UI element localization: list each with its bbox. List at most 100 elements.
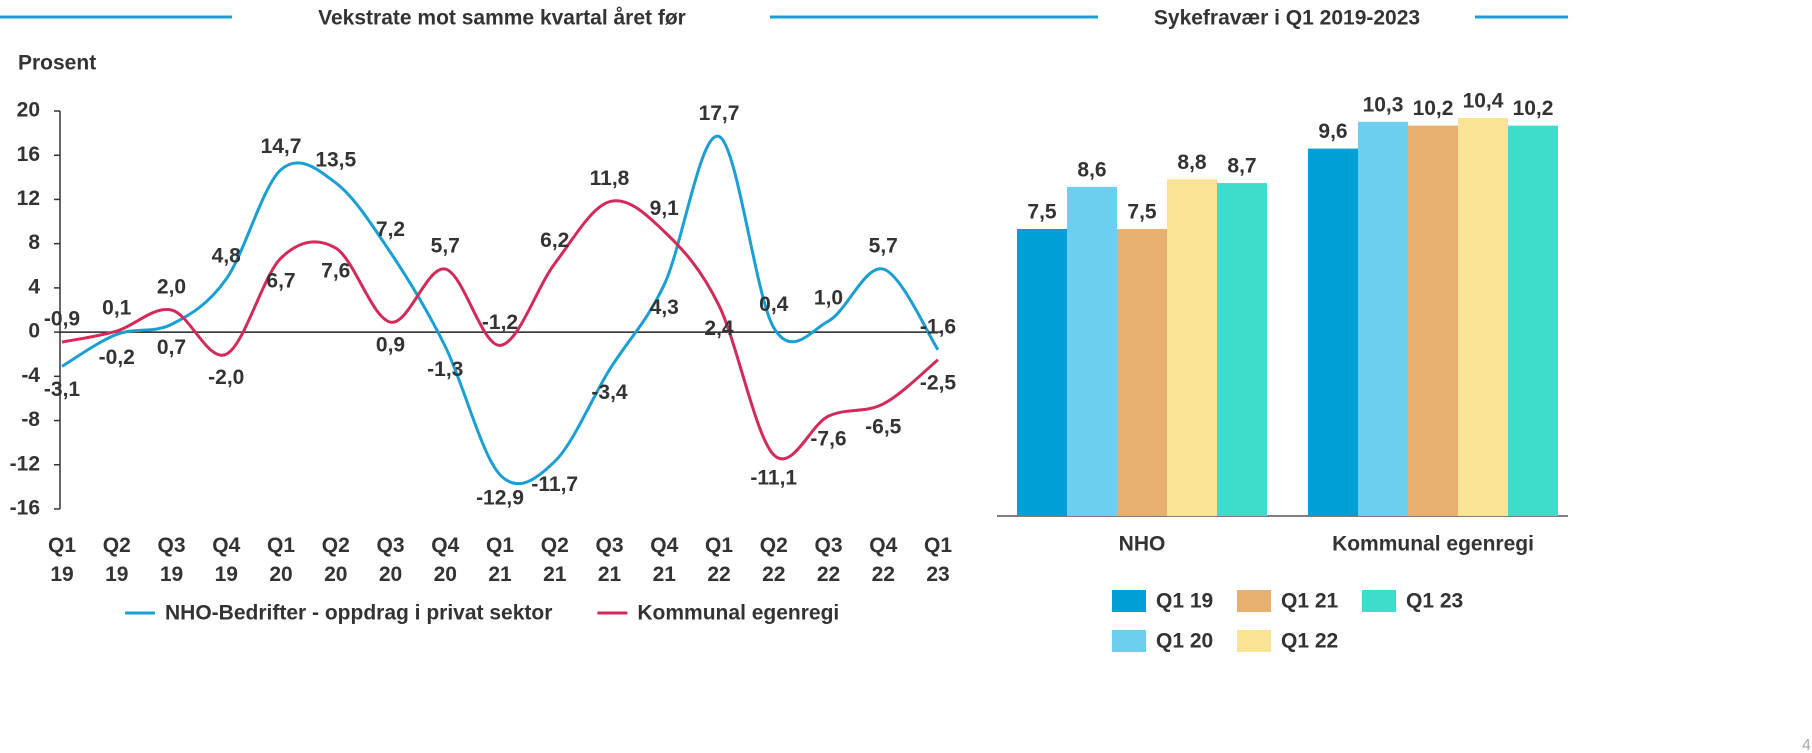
data-label: -0,2 <box>99 346 135 369</box>
series-line <box>61 199 939 461</box>
data-label: -3,1 <box>44 378 81 401</box>
data-label: 10,2 <box>1413 97 1454 120</box>
data-label: -6,5 <box>865 416 902 439</box>
data-label: 5,7 <box>431 235 460 258</box>
y-tick-label: 12 <box>17 187 40 210</box>
x-tick-label: Q1 21 <box>485 534 514 586</box>
legend-swatch <box>1237 590 1271 612</box>
legend-label: Kommunal egenregi <box>637 602 839 625</box>
data-label: 2,0 <box>157 276 186 299</box>
y-tick-label: 20 <box>17 99 40 122</box>
data-label: 10,3 <box>1363 93 1404 116</box>
y-tick-label: 8 <box>28 231 40 254</box>
y-tick-label: -4 <box>21 364 40 387</box>
legend-label: Q1 23 <box>1406 590 1463 613</box>
legend-label: Q1 19 <box>1156 590 1213 613</box>
data-label: 1,0 <box>814 287 843 310</box>
data-label: -2,5 <box>920 371 957 394</box>
y-tick-label: -12 <box>10 452 40 475</box>
data-label: 5,7 <box>869 235 898 258</box>
x-tick-label: NHO <box>1119 533 1166 556</box>
data-label: 13,5 <box>315 148 356 171</box>
x-tick-label: Q3 22 <box>814 534 843 586</box>
x-tick-label: Q2 19 <box>102 534 131 586</box>
x-tick-label: Q1 23 <box>923 534 952 586</box>
bar <box>1217 183 1267 517</box>
data-label: 0,7 <box>157 336 186 359</box>
y-tick-label: -8 <box>21 408 40 431</box>
legend-swatch <box>1237 630 1271 652</box>
data-label: 17,7 <box>699 102 740 125</box>
legend-swatch <box>1112 630 1146 652</box>
data-label: -7,6 <box>810 428 846 451</box>
data-label: 6,7 <box>266 270 295 293</box>
series-line <box>61 134 940 486</box>
x-tick-label: Q1 22 <box>704 534 733 586</box>
bar <box>1067 186 1117 516</box>
legend-label: Q1 20 <box>1156 630 1213 653</box>
data-label: -3,4 <box>591 381 628 404</box>
data-label: 7,2 <box>376 218 405 241</box>
data-label: 9,1 <box>650 197 680 220</box>
legend-label: Q1 21 <box>1281 590 1339 613</box>
x-tick-label: Q2 20 <box>321 534 350 586</box>
bar <box>1017 228 1067 516</box>
x-tick-label: Q2 21 <box>540 534 569 586</box>
data-label: 9,6 <box>1318 120 1347 143</box>
data-label: 6,2 <box>540 229 569 252</box>
bar <box>1167 179 1217 516</box>
bar <box>1308 148 1358 516</box>
x-tick-label: Kommunal egenregi <box>1332 533 1534 556</box>
y-tick-label: 0 <box>28 320 40 343</box>
data-label: -1,6 <box>920 315 956 338</box>
data-label: 0,1 <box>102 297 132 320</box>
data-label: 2,4 <box>704 317 734 340</box>
data-label: 8,8 <box>1177 151 1207 174</box>
data-label: 4,3 <box>650 296 679 319</box>
data-label: 7,6 <box>321 260 350 283</box>
x-tick-label: Q1 19 <box>47 534 76 586</box>
data-label: -12,9 <box>476 486 524 509</box>
x-tick-label: Q4 20 <box>431 534 460 586</box>
data-label: 10,2 <box>1513 97 1554 120</box>
data-label: -11,7 <box>531 473 578 496</box>
bar <box>1117 228 1167 516</box>
x-tick-label: Q4 22 <box>869 534 898 586</box>
data-label: 8,7 <box>1227 155 1256 178</box>
data-label: 4,8 <box>212 245 242 268</box>
legend-label: NHO-Bedrifter - oppdrag i privat sektor <box>165 602 552 625</box>
data-label: 7,5 <box>1127 201 1157 224</box>
legend-swatch <box>1362 590 1396 612</box>
data-label: 11,8 <box>590 167 630 190</box>
data-label: -11,1 <box>750 466 797 489</box>
data-label: -0,9 <box>44 308 80 331</box>
data-label: -2,0 <box>208 366 244 389</box>
x-tick-label: Q3 21 <box>595 534 624 586</box>
bar <box>1458 118 1508 516</box>
bar <box>1508 125 1558 517</box>
x-tick-label: Q3 19 <box>157 534 186 586</box>
x-tick-label: Q4 21 <box>650 534 679 586</box>
data-label: 0,4 <box>759 293 789 316</box>
chart-title: Vekstrate mot samme kvartal året før <box>318 7 686 30</box>
page-number: 4 <box>1802 737 1811 753</box>
legend-label: Q1 22 <box>1281 630 1338 653</box>
data-label: 14,7 <box>261 135 302 158</box>
bar <box>1408 125 1458 517</box>
y-axis-label: Prosent <box>18 52 96 75</box>
y-tick-label: -16 <box>10 497 40 520</box>
data-label: -1,3 <box>427 358 463 381</box>
data-label: 7,5 <box>1027 201 1057 224</box>
x-tick-label: Q4 19 <box>212 534 241 586</box>
bar <box>1358 121 1408 517</box>
x-tick-label: Q1 20 <box>266 534 295 586</box>
y-tick-label: 4 <box>28 275 40 298</box>
data-label: 10,4 <box>1463 90 1504 113</box>
data-label: -1,2 <box>482 311 518 334</box>
y-tick-label: 16 <box>17 143 40 166</box>
data-label: 0,9 <box>376 334 405 357</box>
chart-title: Sykefravær i Q1 2019-2023 <box>1154 7 1420 30</box>
legend-swatch <box>1112 590 1146 612</box>
